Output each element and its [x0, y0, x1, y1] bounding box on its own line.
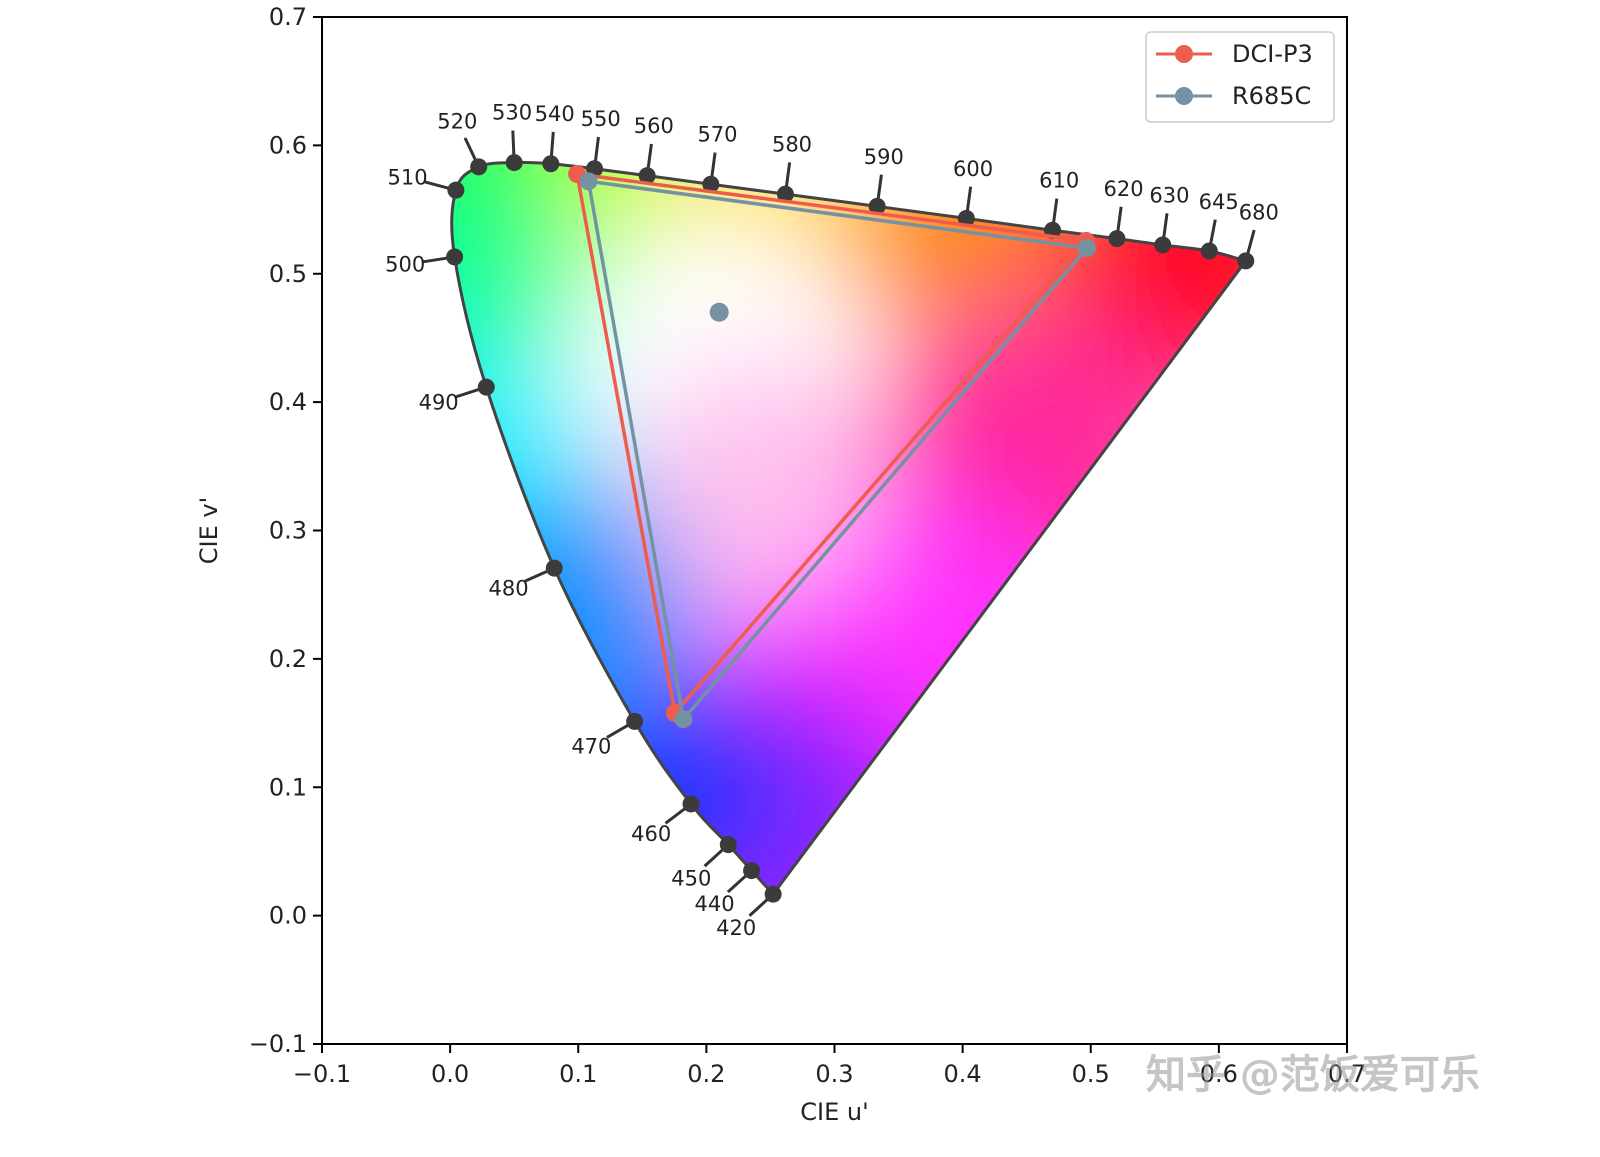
wavelength-label: 590	[864, 145, 904, 169]
gamut-series	[568, 165, 1096, 729]
x-tick-label: −0.1	[293, 1060, 351, 1088]
wavelength-label: 530	[492, 101, 532, 125]
x-tick-label: 0.3	[815, 1060, 853, 1088]
color-blob	[451, 162, 589, 361]
wavelength-label: 630	[1149, 183, 1189, 207]
x-tick-label: 0.5	[1072, 1060, 1110, 1088]
y-tick-label: 0.6	[269, 131, 307, 159]
wavelength-label: 680	[1239, 201, 1279, 225]
wavelength-point	[743, 862, 761, 880]
legend: DCI-P3 R685C	[1145, 31, 1335, 123]
gamut-line	[586, 179, 1089, 721]
wavelength-point	[764, 885, 782, 903]
legend-marker-dci-p3	[1175, 45, 1193, 63]
wavelength-label: 480	[489, 576, 529, 600]
wavelength-label: 560	[634, 114, 674, 138]
wavelength-point	[545, 559, 563, 577]
wavelength-label: 600	[953, 157, 993, 181]
wavelength-point	[447, 181, 465, 199]
wavelength-point	[702, 175, 720, 193]
wavelength-point	[477, 378, 495, 396]
y-tick-label: 0.7	[269, 3, 307, 31]
gamut-vertex	[1077, 239, 1096, 258]
wavelength-label: 450	[671, 866, 711, 890]
y-axis-ticks: −0.1 0.0 0.1 0.2 0.3 0.4 0.5 0.6 0.7	[249, 3, 322, 1058]
wavelength-point	[638, 167, 656, 185]
wavelength-label: 580	[772, 133, 812, 157]
wavelength-label: 500	[385, 253, 425, 277]
x-tick-label: 0.0	[431, 1060, 469, 1088]
legend-label-r685c: R685C	[1232, 82, 1311, 110]
wavelength-point	[1237, 252, 1255, 270]
x-tick-label: 0.7	[1328, 1060, 1366, 1088]
y-tick-label: 0.1	[269, 773, 307, 801]
wavelength-label: 420	[716, 916, 756, 940]
x-tick-label: 0.1	[559, 1060, 597, 1088]
color-blob	[637, 359, 878, 600]
y-tick-label: 0.3	[269, 517, 307, 545]
gamut-line	[575, 172, 1088, 715]
x-axis-title: CIE u'	[800, 1098, 868, 1126]
watermark: 知乎 @范饭爱可乐	[1146, 1052, 1480, 1098]
wavelength-label: 645	[1199, 190, 1239, 214]
wavelength-label: 540	[535, 102, 575, 126]
white-point	[709, 302, 729, 322]
wavelength-label: 440	[694, 892, 734, 916]
wavelength-point	[626, 712, 644, 730]
wavelength-label: 520	[437, 110, 477, 134]
wavelength-point	[505, 154, 523, 172]
gamut-vertex	[579, 172, 598, 191]
wavelength-label: 620	[1103, 177, 1143, 201]
wavelength-point	[719, 836, 737, 854]
wavelength-label: 610	[1039, 169, 1079, 193]
y-tick-label: 0.0	[269, 902, 307, 930]
wavelength-point	[776, 185, 794, 203]
wavelength-label: 550	[581, 107, 621, 131]
wavelength-point	[542, 155, 560, 173]
wavelength-point	[470, 158, 488, 176]
x-tick-label: 0.6	[1200, 1060, 1238, 1088]
y-tick-label: 0.4	[269, 388, 307, 416]
legend-marker-r685c	[1175, 87, 1193, 105]
wavelength-label: 460	[631, 822, 671, 846]
wavelength-label: 510	[388, 165, 428, 189]
y-tick-label: −0.1	[249, 1030, 307, 1058]
y-tick-label: 0.5	[269, 260, 307, 288]
wavelength-point	[446, 248, 464, 266]
wavelength-point	[1200, 242, 1218, 260]
x-tick-label: 0.2	[687, 1060, 725, 1088]
gamut-vertex	[674, 710, 693, 729]
wavelength-label: 470	[571, 734, 611, 758]
wavelength-point	[1108, 230, 1126, 248]
wavelength-label: 490	[419, 390, 459, 414]
x-axis-ticks: −0.1 0.0 0.1 0.2 0.3 0.4 0.5 0.6 0.7	[293, 1044, 1366, 1088]
wavelength-label: 570	[697, 123, 737, 147]
wavelength-point	[957, 209, 975, 227]
y-axis-title: CIE v'	[195, 497, 223, 564]
x-tick-label: 0.4	[944, 1060, 982, 1088]
legend-label-dci-p3: DCI-P3	[1232, 40, 1313, 68]
wavelength-point	[868, 197, 886, 215]
series-r685c	[579, 172, 1096, 729]
wavelength-point	[1154, 236, 1172, 254]
y-tick-label: 0.2	[269, 645, 307, 673]
wavelength-point	[682, 795, 700, 813]
